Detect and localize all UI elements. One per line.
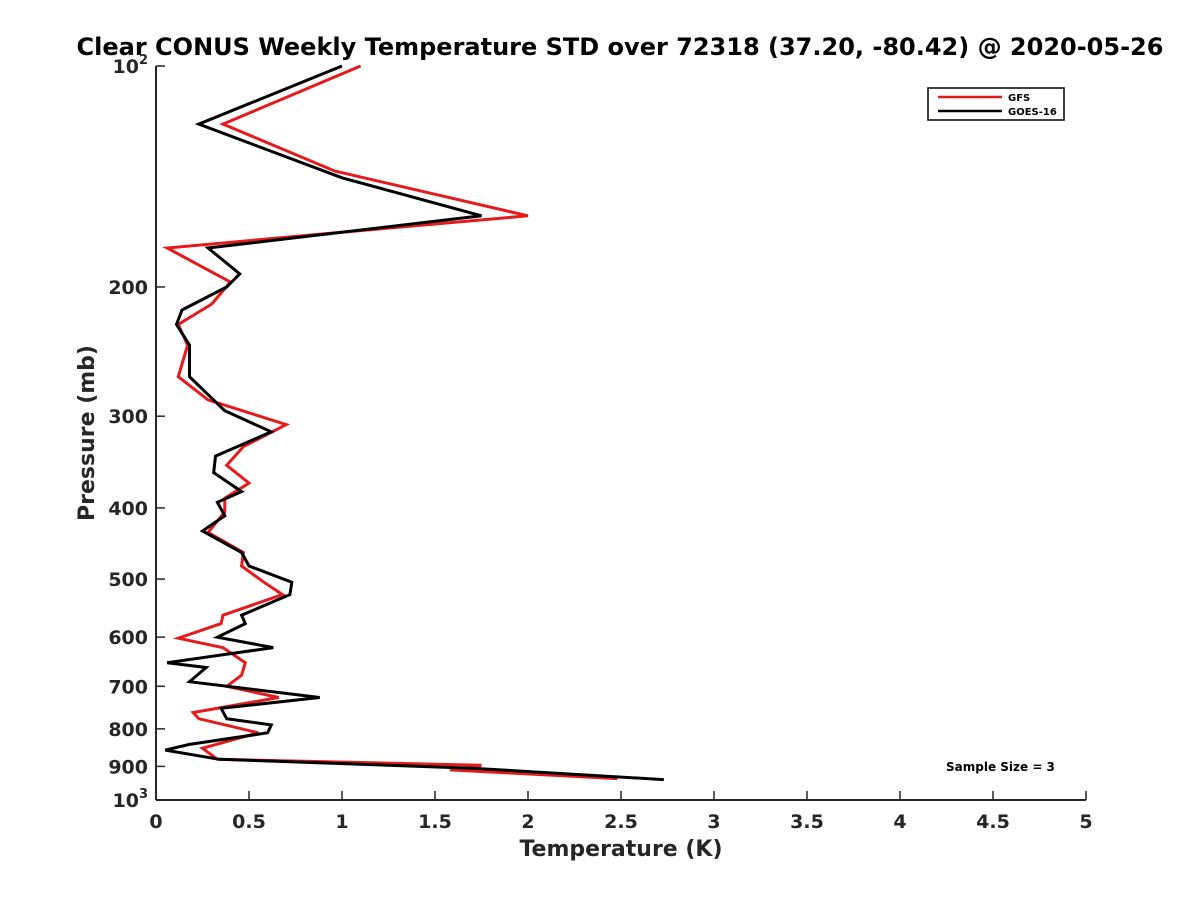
x-tick-label: 2 bbox=[521, 811, 534, 833]
y-tick-label: 700 bbox=[108, 676, 148, 698]
y-tick-label: 200 bbox=[108, 277, 148, 299]
y-tick-label: 800 bbox=[108, 719, 148, 741]
sample-size-annotation: Sample Size = 3 bbox=[946, 760, 1055, 774]
y-tick-label: 102 bbox=[113, 53, 149, 78]
x-tick-label: 4.5 bbox=[976, 811, 1010, 833]
y-tick-label: 103 bbox=[113, 787, 149, 812]
x-axis-label: Temperature (K) bbox=[519, 837, 722, 862]
x-ticks: 0 0.5 1 1.5 2 2.5 3 3.5 4 4.5 5 bbox=[149, 791, 1093, 833]
series-layer bbox=[162, 64, 664, 782]
legend-box bbox=[927, 87, 1065, 121]
legend: GFS GOES-16 bbox=[927, 87, 1065, 121]
series-line-goes-16 bbox=[164, 64, 664, 782]
x-tick-label: 3.5 bbox=[790, 811, 824, 833]
legend-label-gfs: GFS bbox=[1008, 93, 1030, 104]
x-tick-label: 5 bbox=[1079, 811, 1092, 833]
x-tick-label: 2.5 bbox=[604, 811, 638, 833]
x-tick-label: 0 bbox=[149, 811, 162, 833]
x-tick-label: 4 bbox=[893, 811, 906, 833]
chart-title: Clear CONUS Weekly Temperature STD over … bbox=[77, 33, 1164, 61]
axes bbox=[155, 66, 1086, 801]
y-tick-label: 900 bbox=[108, 756, 148, 778]
y-tick-label: 400 bbox=[108, 498, 148, 520]
y-ticks: 102 200 300 400 500 600 700 800 900 103 bbox=[108, 53, 165, 812]
x-tick-label: 3 bbox=[707, 811, 720, 833]
x-tick-label: 1.5 bbox=[418, 811, 452, 833]
x-tick-label: 0.5 bbox=[232, 811, 266, 833]
y-axis-label: Pressure (mb) bbox=[75, 345, 100, 521]
x-tick-label: 1 bbox=[335, 811, 348, 833]
y-tick-label: 600 bbox=[108, 627, 148, 649]
legend-label-goes16: GOES-16 bbox=[1008, 107, 1057, 118]
y-tick-label: 500 bbox=[108, 569, 148, 591]
series-line-gfs bbox=[162, 64, 618, 781]
y-tick-label: 300 bbox=[108, 406, 148, 428]
